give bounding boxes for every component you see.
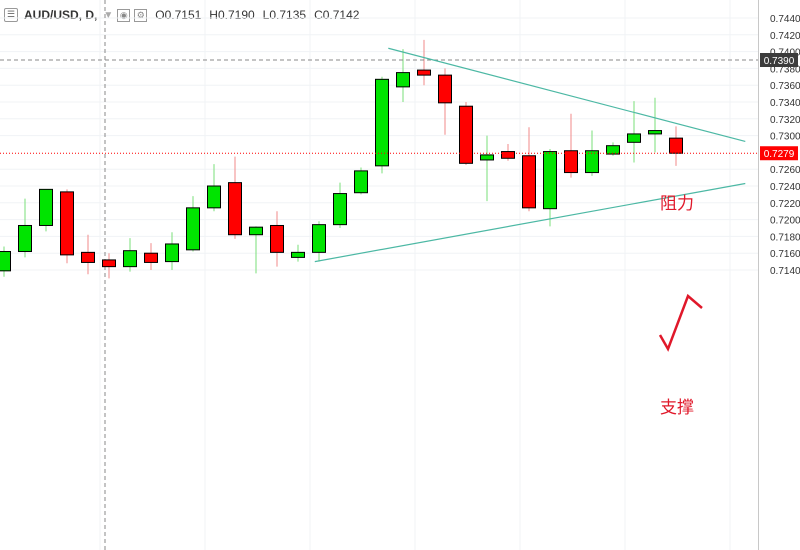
candle — [123, 238, 137, 272]
forecast-arrow-icon — [658, 293, 703, 352]
candle-body — [354, 170, 368, 194]
candle-body — [291, 251, 305, 258]
crosshair-price-badge — [760, 53, 798, 67]
candle-body — [102, 259, 116, 268]
candle — [165, 232, 179, 270]
candle-body — [81, 251, 95, 263]
support-trendline — [314, 182, 746, 263]
candle — [312, 221, 326, 262]
candle — [333, 182, 347, 228]
price-axis[interactable]: 0.74400.74200.74000.73800.73600.73400.73… — [760, 14, 800, 277]
candle — [522, 127, 536, 212]
candle-body — [480, 154, 494, 161]
price-tick-label: 0.7320 — [770, 115, 800, 126]
price-tick-label: 0.7160 — [770, 249, 800, 260]
candle — [669, 126, 683, 166]
candle — [375, 76, 389, 174]
candle-body — [60, 191, 74, 256]
candle — [249, 226, 263, 274]
candle-body — [144, 252, 158, 263]
candle — [354, 167, 368, 195]
candle-body — [564, 150, 578, 174]
candle-body — [375, 78, 389, 167]
candle-body — [270, 224, 284, 253]
price-tick-label: 0.7340 — [770, 98, 800, 109]
candle-body — [165, 243, 179, 263]
candle — [270, 211, 284, 267]
candle — [543, 149, 557, 227]
price-tick-label: 0.7360 — [770, 81, 800, 92]
price-tick-label: 0.7260 — [770, 165, 800, 176]
candle — [207, 164, 221, 212]
candle-body — [522, 155, 536, 209]
candle-body — [312, 224, 326, 253]
price-tick-label: 0.7140 — [770, 266, 800, 277]
candle — [585, 130, 599, 176]
candle — [18, 198, 32, 258]
price-tick-label: 0.7440 — [770, 14, 800, 25]
candle — [0, 246, 11, 277]
price-tick-label: 0.7240 — [770, 182, 800, 193]
support-label: 支撑 — [660, 398, 694, 418]
candle-body — [228, 182, 242, 236]
last-price-badge — [760, 146, 798, 161]
candle-body — [438, 74, 452, 104]
candle — [438, 68, 452, 135]
candle — [648, 97, 662, 153]
last-price-label: 0.7279 — [764, 149, 795, 160]
collapse-icon[interactable]: ☰ — [4, 8, 18, 22]
candle — [81, 234, 95, 275]
price-tick-label: 0.7180 — [770, 232, 800, 243]
chevron-down-icon[interactable]: ▼ — [103, 9, 114, 21]
candle-body — [207, 185, 221, 209]
candle-body — [606, 145, 620, 155]
price-tick-label: 0.7300 — [770, 132, 800, 143]
resistance-label: 阻力 — [660, 194, 694, 214]
candle-body — [543, 151, 557, 210]
price-tick-label: 0.7220 — [770, 199, 800, 210]
candle — [60, 189, 74, 264]
resistance-trendline — [388, 47, 746, 143]
candles — [0, 39, 683, 279]
candle-body — [459, 105, 473, 164]
crosshair-price-label: 0.7390 — [764, 56, 795, 67]
candle-body — [501, 151, 515, 159]
candle-body — [123, 250, 137, 268]
candle — [480, 135, 494, 202]
candle-body — [18, 224, 32, 253]
settings-icon[interactable]: ⚙ — [134, 8, 148, 22]
candle — [417, 39, 431, 86]
candle-body — [627, 133, 641, 143]
eye-icon[interactable]: ◉ — [117, 8, 131, 22]
candle-body — [39, 188, 53, 226]
candle-body — [669, 137, 683, 154]
candle-body — [417, 69, 431, 76]
candle — [501, 144, 515, 161]
candle — [627, 101, 641, 163]
candle-body — [0, 251, 11, 272]
candle-body — [648, 130, 662, 135]
candle — [144, 243, 158, 270]
candle — [228, 156, 242, 239]
candle — [291, 244, 305, 262]
candle — [102, 253, 116, 279]
candle — [459, 102, 473, 165]
candle-body — [396, 72, 410, 88]
price-tick-label: 0.7420 — [770, 31, 800, 42]
price-tick-label: 0.7380 — [770, 64, 800, 75]
candle-body — [186, 207, 200, 251]
candle — [186, 196, 200, 252]
candle-body — [585, 150, 599, 174]
candle-body — [249, 226, 263, 236]
candle — [396, 49, 410, 102]
candle — [606, 142, 620, 156]
price-tick-label: 0.7200 — [770, 216, 800, 227]
candle — [39, 188, 53, 232]
candle-body — [333, 193, 347, 226]
candle — [564, 113, 578, 178]
